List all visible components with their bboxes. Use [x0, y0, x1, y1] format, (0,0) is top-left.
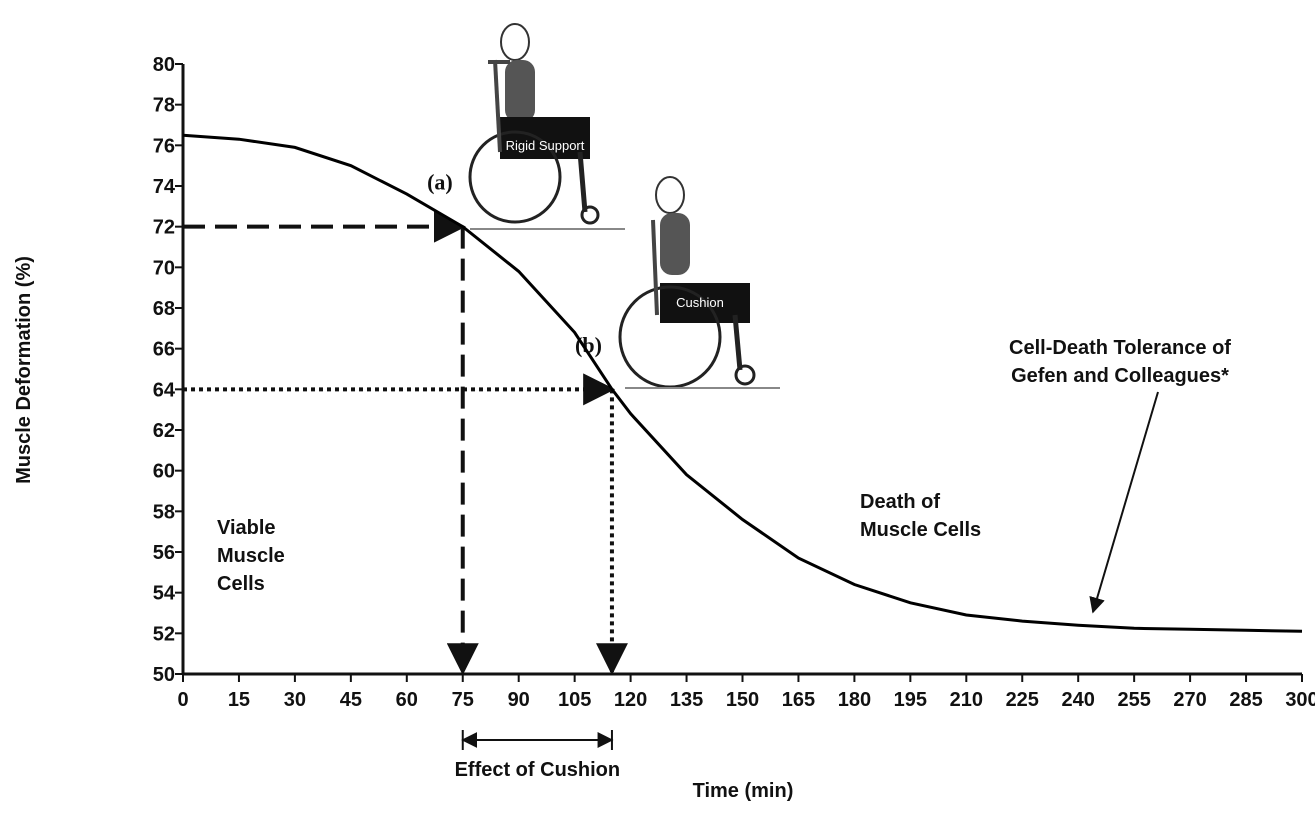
support-label: Rigid Support — [506, 138, 585, 153]
x-tick-label: 180 — [838, 689, 871, 711]
y-tick-label: 76 — [153, 135, 175, 157]
x-tick-label: 0 — [177, 689, 188, 711]
y-tick-label: 66 — [153, 339, 175, 361]
x-tick-label: 210 — [950, 689, 983, 711]
tolerance-note: Cell-Death Tolerance of — [1009, 337, 1231, 359]
y-tick-label: 56 — [153, 542, 175, 564]
x-tick-label: 120 — [614, 689, 647, 711]
y-tick-label: 54 — [153, 583, 176, 605]
x-tick-label: 255 — [1117, 689, 1150, 711]
x-tick-label: 135 — [670, 689, 703, 711]
y-tick-label: 60 — [153, 461, 175, 483]
x-tick-label: 105 — [558, 689, 591, 711]
y-axis-title: Muscle Deformation (%) — [13, 256, 35, 484]
region-label: Viable — [217, 517, 276, 539]
x-tick-label: 75 — [452, 689, 474, 711]
region-label: Death of — [860, 491, 940, 513]
x-tick-label: 270 — [1173, 689, 1206, 711]
tolerance-note: Gefen and Colleagues* — [1011, 365, 1229, 387]
marker-label: (a) — [427, 170, 453, 195]
x-tick-label: 300 — [1285, 689, 1315, 711]
y-tick-label: 80 — [153, 54, 175, 76]
x-tick-label: 90 — [508, 689, 530, 711]
y-tick-label: 52 — [153, 623, 175, 645]
tolerance-arrow — [1093, 392, 1158, 612]
y-tick-label: 78 — [153, 95, 175, 117]
x-tick-label: 150 — [726, 689, 759, 711]
x-tick-label: 60 — [396, 689, 418, 711]
y-tick-label: 58 — [153, 501, 175, 523]
wheelchair-illustration: Cushion — [620, 177, 780, 388]
support-label: Cushion — [676, 295, 724, 310]
effect-label: Effect of Cushion — [455, 759, 621, 781]
y-tick-label: 50 — [153, 664, 175, 686]
y-tick-label: 68 — [153, 298, 175, 320]
x-tick-label: 15 — [228, 689, 250, 711]
y-tick-label: 70 — [153, 257, 175, 279]
region-label: Muscle — [217, 545, 285, 567]
chart: Muscle Deformation (%) Time (min) Rigid … — [0, 0, 1315, 808]
x-tick-label: 165 — [782, 689, 815, 711]
x-tick-label: 45 — [340, 689, 362, 711]
wheelchair-illustration: Rigid Support — [470, 24, 625, 229]
x-tick-label: 240 — [1062, 689, 1095, 711]
x-tick-label: 285 — [1229, 689, 1262, 711]
x-tick-label: 195 — [894, 689, 927, 711]
y-tick-label: 74 — [153, 176, 176, 198]
x-tick-label: 30 — [284, 689, 306, 711]
y-tick-label: 62 — [153, 420, 175, 442]
region-label: Cells — [217, 573, 265, 595]
x-axis-title: Time (min) — [693, 780, 794, 802]
y-tick-label: 72 — [153, 217, 175, 239]
x-tick-label: 225 — [1006, 689, 1039, 711]
y-tick-label: 64 — [153, 379, 176, 401]
region-label: Muscle Cells — [860, 519, 981, 541]
